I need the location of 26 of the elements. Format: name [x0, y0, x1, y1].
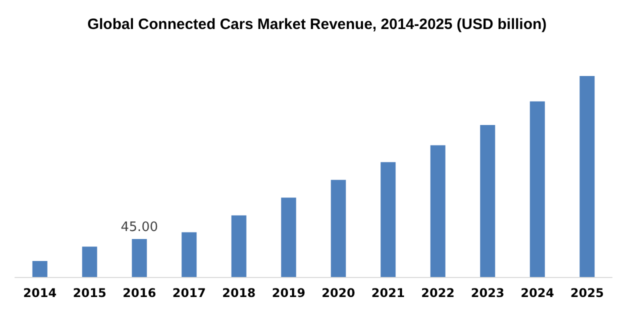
bar — [231, 215, 246, 277]
x-tick-label: 2017 — [172, 286, 206, 300]
x-tick-label: 2016 — [122, 286, 156, 300]
x-tick-label: 2024 — [520, 286, 554, 300]
bar — [380, 162, 396, 277]
data-label: 45.00 — [120, 220, 158, 235]
x-tick-label: 2018 — [222, 286, 256, 300]
bar — [480, 124, 496, 277]
bar — [132, 238, 147, 277]
bar — [32, 260, 48, 277]
x-tick-label: 2025 — [570, 286, 604, 300]
bar — [330, 180, 346, 277]
chart-title: Global Connected Cars Market Revenue, 2014-2025 (USD billion) — [87, 16, 547, 33]
bar — [182, 232, 197, 277]
bar — [281, 198, 296, 277]
x-tick-label: 2021 — [371, 286, 405, 300]
x-tick-label: 2020 — [322, 286, 356, 300]
bar — [82, 246, 98, 277]
x-tick-label: 2015 — [72, 286, 106, 300]
bar — [430, 145, 446, 277]
bar — [530, 101, 545, 277]
x-tick-label: 2019 — [272, 286, 306, 300]
x-tick-label: 2022 — [421, 286, 455, 300]
x-tick-label: 2014 — [23, 286, 57, 300]
x-tick-label: 2023 — [470, 286, 504, 300]
bar — [580, 76, 595, 277]
